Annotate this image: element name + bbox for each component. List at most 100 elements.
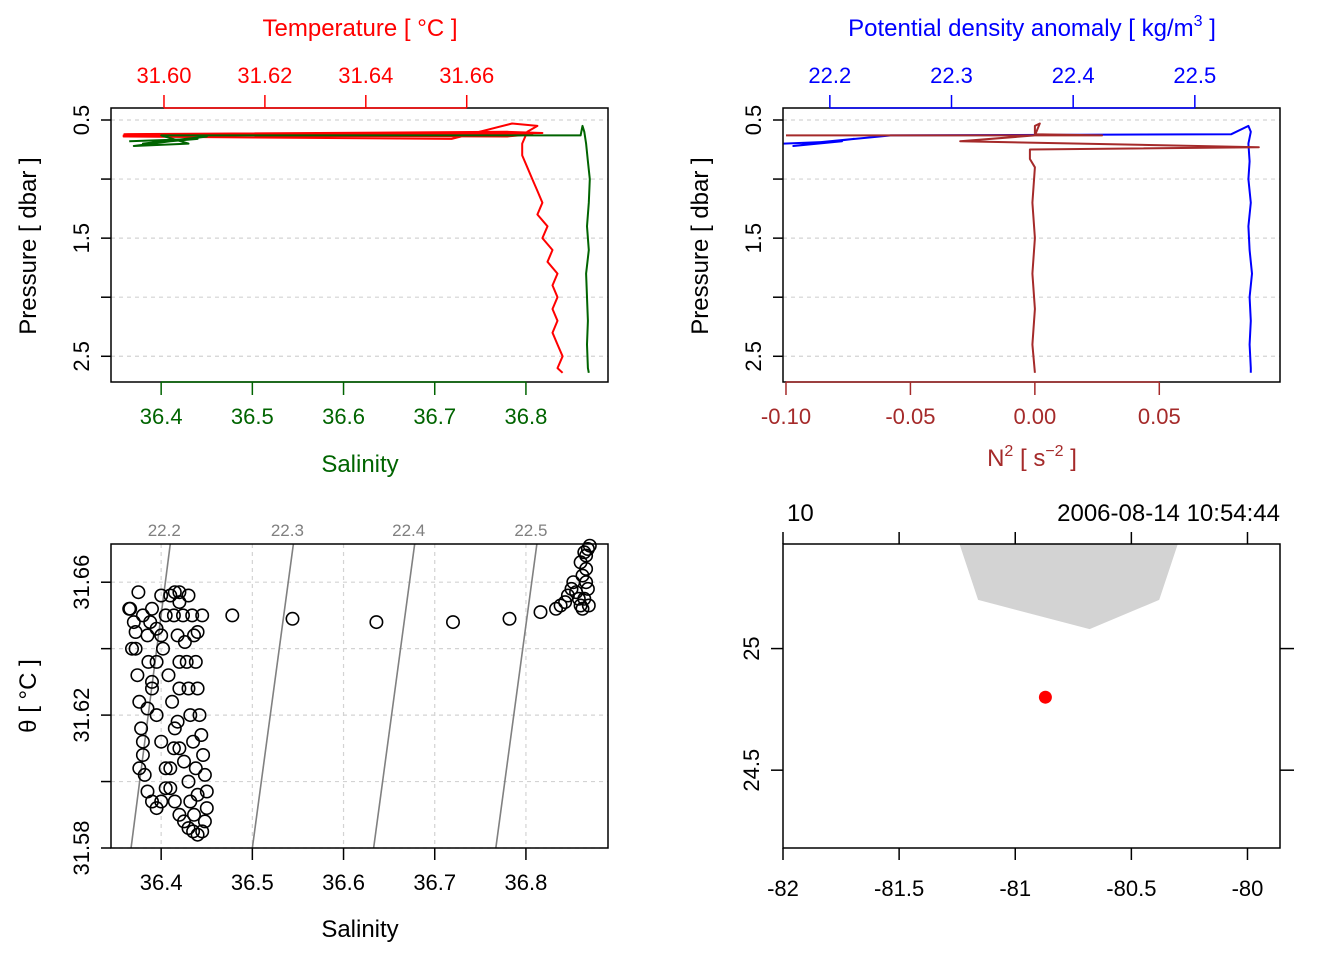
density-tick-label: 22.3	[930, 63, 973, 88]
panel-density-profile: 0.5 1.5 2.5 22.2 22.3 22.4 22.5 -0.10 -0.05 0.00 0…	[687, 13, 1281, 472]
ts-point	[163, 588, 178, 603]
ts-point	[187, 807, 202, 822]
ts-point	[194, 727, 209, 742]
ts-point	[199, 784, 214, 799]
ts-point	[135, 608, 150, 623]
ts-point	[158, 761, 173, 776]
ts-point	[225, 608, 240, 623]
ts-point	[192, 708, 207, 723]
temperature-tick-label: 31.62	[237, 63, 292, 88]
ts-point	[533, 605, 548, 620]
y-tick-label: 0.5	[69, 105, 94, 136]
x-tick-label: -82	[767, 876, 799, 901]
ts-point	[577, 545, 592, 560]
salinity-tick-label: 36.7	[413, 404, 456, 429]
salinity-axis-title: Salinity	[321, 916, 398, 943]
ts-point	[195, 608, 210, 623]
ts-point	[170, 714, 185, 729]
ts-point	[181, 774, 196, 789]
x-tick-label: 36.7	[413, 870, 456, 895]
ts-point	[190, 624, 205, 639]
ts-point	[177, 754, 192, 769]
y-tick-label: 24.5	[739, 749, 764, 792]
ts-point	[190, 787, 205, 802]
y-tick-label: 2.5	[69, 341, 94, 372]
x-tick-label: -81	[999, 876, 1031, 901]
x-tick-label: -80.5	[1106, 876, 1156, 901]
ts-point	[445, 615, 460, 630]
ts-point	[179, 654, 194, 669]
ts-point	[126, 615, 141, 630]
station-marker	[1038, 690, 1052, 704]
salinity-tick-label: 36.6	[322, 404, 365, 429]
ts-point	[575, 568, 590, 583]
panel-station-map: -82 -81.5 -81 -80.5 -80 24.5 25 10 2006-08-14 …	[739, 500, 1294, 901]
ts-point	[190, 681, 205, 696]
ts-point	[177, 634, 192, 649]
ts-point	[580, 581, 595, 596]
land-polygon	[959, 544, 1178, 630]
pressure-axis-title: Pressure [ dbar ]	[687, 157, 714, 334]
y-tick-label: 1.5	[69, 223, 94, 254]
isopycnal-line	[372, 544, 416, 848]
ts-point	[149, 708, 164, 723]
ts-point	[181, 588, 196, 603]
ts-point	[172, 741, 187, 756]
ts-point	[154, 588, 169, 603]
ts-point	[141, 654, 156, 669]
ts-point	[187, 628, 202, 643]
ts-point	[199, 801, 214, 816]
ts-point	[172, 585, 187, 600]
y-tick-label: 2.5	[741, 341, 766, 372]
salinity-tick-label: 36.5	[231, 404, 274, 429]
ts-point	[196, 747, 211, 762]
plot-frame	[110, 107, 609, 383]
ts-point	[149, 654, 164, 669]
temperature-series-line	[122, 122, 564, 374]
plot-frame	[110, 543, 609, 849]
ts-point	[166, 608, 181, 623]
ts-point	[285, 611, 300, 626]
ts-point	[166, 741, 181, 756]
ts-point	[125, 641, 140, 656]
pressure-axis-title: Pressure [ dbar ]	[15, 157, 42, 334]
ts-point	[154, 628, 169, 643]
salinity-series-line	[129, 124, 591, 373]
ts-point	[163, 781, 178, 796]
ts-point	[176, 608, 191, 623]
ts-point	[128, 624, 143, 639]
ts-point	[135, 734, 150, 749]
ts-point	[132, 761, 147, 776]
x-tick-label: -81.5	[874, 876, 924, 901]
station-time-label: 2006-08-14 10:54:44	[1057, 500, 1280, 527]
ts-point	[369, 615, 384, 630]
x-tick-label: 36.8	[505, 870, 548, 895]
ts-point	[158, 781, 173, 796]
n2-tick-label: -0.10	[761, 404, 811, 429]
ts-point	[140, 701, 155, 716]
theta-axis-title: θ [ °C ]	[15, 659, 42, 733]
ts-point	[183, 794, 198, 809]
ts-point	[172, 681, 187, 696]
panel-ts-diagram: 22.2 22.3 22.4 22.5 36.4 36.5 36.6 36.7 36.8 31.…	[15, 521, 609, 943]
panel-ts-profile: 0.5 1.5 2.5 31.60 31.62 31.64 31.66 36.4 36.5 36.…	[15, 15, 609, 478]
x-tick-label: 36.4	[140, 870, 183, 895]
ts-point	[156, 641, 171, 656]
ts-point	[167, 585, 182, 600]
density-axis-title: Potential density anomaly [ kg/m3 ]	[848, 13, 1216, 42]
ts-point	[132, 694, 147, 709]
ts-point	[161, 668, 176, 683]
y-tick-label: 31.66	[69, 555, 94, 610]
ts-point	[553, 598, 568, 613]
ts-point	[183, 708, 198, 723]
ts-point	[186, 824, 201, 839]
ts-point	[145, 601, 160, 616]
plot-frame	[782, 543, 1281, 849]
ts-point	[130, 668, 145, 683]
salinity-tick-label: 36.4	[140, 404, 183, 429]
n2-axis-title: N2 [ s−2 ]	[987, 443, 1077, 472]
ts-point	[170, 628, 185, 643]
ts-point	[131, 585, 146, 600]
ts-point	[135, 747, 150, 762]
ts-point	[128, 641, 143, 656]
